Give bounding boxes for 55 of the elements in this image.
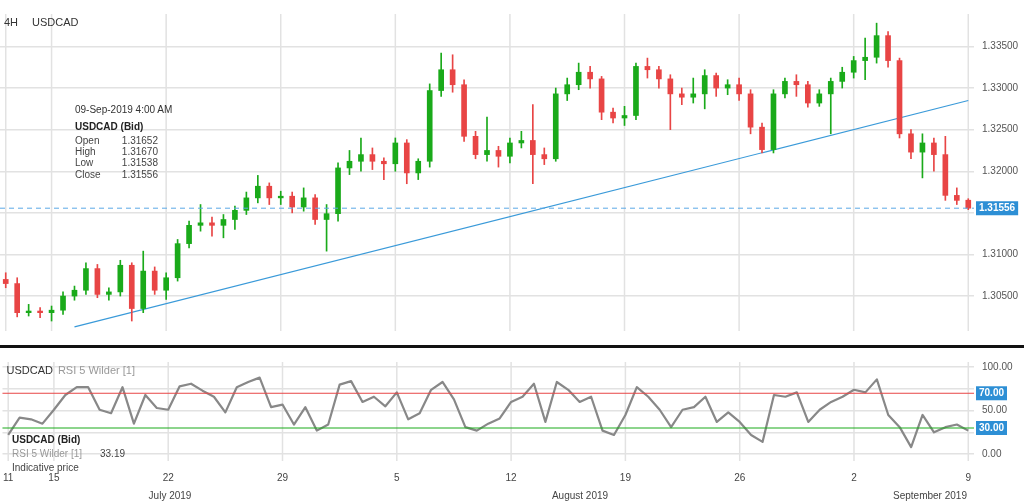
chart-title: 4H — [4, 16, 19, 29]
chart-title: USDCAD — [6, 364, 53, 377]
annotation: 1.31652 — [121, 134, 159, 146]
candlestick — [209, 216, 215, 237]
text: July 2019 — [148, 489, 192, 501]
y-tick-label: 50.00 — [982, 404, 1008, 416]
annotation: 33.19 — [100, 447, 126, 459]
candlestick — [37, 307, 43, 319]
candlestick — [827, 77, 834, 135]
annotation: USDCAD (Bid) — [12, 433, 81, 445]
annotation: High — [75, 146, 96, 158]
ref-line-label: 1.31556 — [979, 201, 1016, 213]
candlestick — [381, 157, 387, 180]
chart-subtitle: USDCAD — [32, 16, 79, 29]
annotation: RSI 5 Wilder [1] — [12, 447, 83, 459]
annotation: USDCAD (Bid) — [75, 120, 144, 132]
candlestick — [862, 37, 868, 81]
annotation: 1.31556 — [121, 168, 159, 180]
candlestick — [358, 137, 364, 172]
x-tick-label: 26 — [734, 471, 746, 483]
ref-line-label: 70.00 — [979, 387, 1005, 399]
annotation: 09-Sep-2019 4:00 AM — [75, 103, 173, 115]
candlestick — [106, 287, 112, 301]
candlestick — [678, 87, 685, 106]
annotation: Low — [75, 157, 95, 169]
candlestick — [690, 77, 697, 104]
text: Indicative price — [12, 461, 80, 473]
y-tick-label: 100.00 — [982, 360, 1014, 372]
x-tick-label: 9 — [965, 471, 972, 483]
y-tick-label: 1.31000 — [982, 248, 1019, 260]
x-tick-label: 29 — [276, 471, 289, 483]
chart-subtitle: RSI 5 Wilder [1] — [57, 364, 135, 377]
text: September 2019 — [893, 489, 968, 501]
x-tick-label: 2 — [851, 471, 858, 483]
candlestick — [484, 116, 490, 162]
annotation: Close — [75, 168, 101, 180]
x-tick-label: 22 — [162, 471, 175, 483]
y-tick-label: 0.00 — [982, 447, 1002, 459]
y-tick-label: 1.33000 — [982, 81, 1019, 93]
y-tick-label: 1.33500 — [982, 40, 1019, 52]
y-tick-label: 1.30500 — [982, 289, 1019, 301]
annotation: 1.31538 — [121, 157, 159, 169]
x-tick-label: 11 — [3, 471, 14, 483]
candlestick — [277, 190, 284, 205]
x-tick-label: 5 — [394, 471, 401, 483]
y-tick-label: 1.32000 — [982, 165, 1019, 176]
ref-line-label: 30.00 — [979, 421, 1005, 433]
annotation: Open — [75, 134, 100, 146]
x-tick-label: 12 — [505, 471, 518, 483]
x-tick-label: 15 — [48, 471, 60, 483]
candlestick — [530, 104, 536, 185]
text: August 2019 — [551, 489, 609, 501]
y-tick-label: 1.32500 — [982, 123, 1019, 135]
annotation: 1.31670 — [121, 146, 159, 158]
x-tick-label: 19 — [619, 471, 632, 483]
